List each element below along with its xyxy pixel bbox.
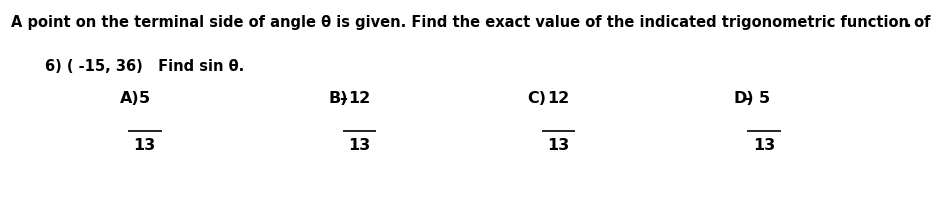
Text: 5: 5 — [758, 91, 770, 106]
Text: 5: 5 — [139, 91, 150, 106]
Text: 13: 13 — [348, 138, 371, 153]
Text: D): D) — [733, 91, 754, 106]
Text: 13: 13 — [134, 138, 156, 153]
Text: 13: 13 — [547, 138, 570, 153]
Text: –: – — [743, 91, 751, 106]
Text: A): A) — [120, 91, 139, 106]
Text: 6) ( -15, 36)   Find sin θ.: 6) ( -15, 36) Find sin θ. — [45, 59, 244, 74]
Text: 13: 13 — [753, 138, 775, 153]
Text: C): C) — [528, 91, 546, 106]
Text: 12: 12 — [547, 91, 570, 106]
Text: B): B) — [329, 91, 348, 106]
Text: –: – — [339, 91, 347, 106]
Text: 12: 12 — [348, 91, 371, 106]
Text: A point on the terminal side of angle θ is given. Find the exact value of the in: A point on the terminal side of angle θ … — [11, 15, 934, 30]
